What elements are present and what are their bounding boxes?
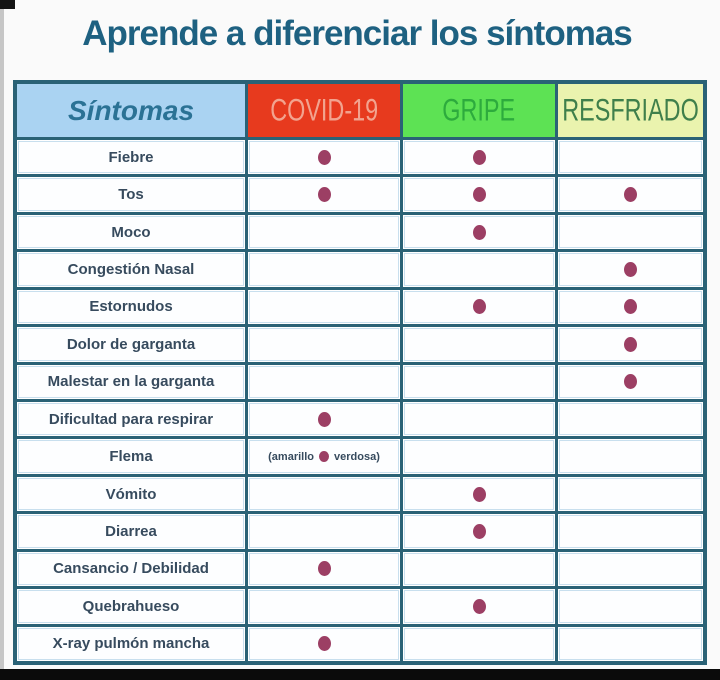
- symptom-cell-gripe: [403, 439, 555, 474]
- symptom-cell-resfriado: [558, 439, 703, 474]
- phlegm-color-note: (amarillo verdosa): [268, 451, 380, 463]
- row-label: Diarrea: [17, 514, 245, 549]
- symptom-cell-gripe: [403, 177, 555, 212]
- symptom-cell-resfriado: [558, 514, 703, 549]
- header-cell-resfriado: RESFRIADO: [558, 84, 703, 137]
- symptom-cell-covid: [248, 289, 400, 325]
- bottom-bar: [0, 669, 720, 680]
- symptom-cell-gripe: [403, 289, 555, 325]
- symptom-cell-gripe: [403, 589, 555, 624]
- symptom-cell-covid: [248, 401, 400, 437]
- symptom-cell-gripe: [403, 401, 555, 437]
- symptom-cell-covid: [248, 327, 400, 362]
- row-label: Dolor de garganta: [17, 327, 245, 362]
- symptom-cell-resfriado: [558, 252, 703, 287]
- symptom-dot: [317, 149, 331, 165]
- header-label: GRIPE: [442, 92, 516, 128]
- symptom-cell-gripe: [403, 252, 555, 287]
- symptom-dot: [624, 261, 637, 277]
- symptom-dot: [624, 187, 637, 203]
- symptom-cell-resfriado: [558, 364, 703, 399]
- symptom-cell-covid: [248, 514, 400, 549]
- symptom-cell-covid: [248, 626, 400, 661]
- symptom-dot: [317, 187, 331, 203]
- note-text-before: (amarillo: [268, 450, 314, 463]
- symptom-cell-gripe: [403, 626, 555, 661]
- symptom-cell-covid: [248, 551, 400, 587]
- symptoms-table: Síntomas COVID-19 GRIPE RESFRIADO Fiebre Tos M…: [13, 80, 707, 665]
- row-label: Flema: [17, 439, 245, 474]
- header-label: RESFRIADO: [562, 92, 699, 128]
- symptom-dot: [472, 598, 486, 614]
- symptom-cell-covid: [248, 252, 400, 287]
- row-label: Quebrahueso: [17, 589, 245, 624]
- row-label: Vómito: [17, 476, 245, 512]
- row-label: Dificultad para respirar: [17, 401, 245, 437]
- symptom-cell-gripe: [403, 364, 555, 399]
- symptom-cell-covid: [248, 140, 400, 175]
- symptom-cell-covid: (amarillo verdosa): [248, 439, 400, 474]
- header-cell-covid: COVID-19: [248, 84, 400, 137]
- row-label: X-ray pulmón mancha: [17, 626, 245, 661]
- symptom-cell-gripe: [403, 327, 555, 362]
- row-label: Cansancio / Debilidad: [17, 551, 245, 587]
- symptom-dot: [624, 374, 637, 390]
- symptom-cell-gripe: [403, 214, 555, 250]
- symptom-dot: [317, 411, 331, 427]
- symptom-dot: [472, 187, 486, 203]
- header-label: COVID-19: [270, 92, 378, 128]
- symptom-cell-resfriado: [558, 626, 703, 661]
- symptom-cell-resfriado: [558, 140, 703, 175]
- symptom-cell-resfriado: [558, 214, 703, 250]
- corner-artifact: [0, 0, 15, 9]
- symptom-cell-resfriado: [558, 551, 703, 587]
- header-label: Síntomas: [67, 94, 195, 126]
- symptom-cell-gripe: [403, 551, 555, 587]
- row-label: Congestión Nasal: [17, 252, 245, 287]
- symptom-dot: [319, 451, 329, 463]
- symptom-cell-covid: [248, 589, 400, 624]
- symptom-dot: [317, 561, 331, 577]
- symptom-dot: [624, 336, 637, 352]
- symptom-dot: [472, 523, 486, 539]
- symptom-cell-resfriado: [558, 289, 703, 325]
- symptom-cell-resfriado: [558, 401, 703, 437]
- symptom-cell-covid: [248, 177, 400, 212]
- symptom-cell-resfriado: [558, 476, 703, 512]
- header-cell-gripe: GRIPE: [403, 84, 555, 137]
- symptom-cell-covid: [248, 476, 400, 512]
- row-label: Malestar en la garganta: [17, 364, 245, 399]
- symptom-cell-covid: [248, 364, 400, 399]
- row-label: Moco: [17, 214, 245, 250]
- symptom-dot: [472, 486, 486, 502]
- symptom-dot: [472, 299, 486, 315]
- symptom-cell-gripe: [403, 140, 555, 175]
- symptom-dot: [317, 636, 331, 652]
- row-label: Tos: [17, 177, 245, 212]
- note-text-after: verdosa): [334, 450, 380, 463]
- symptom-dot: [472, 224, 486, 240]
- symptom-dot: [472, 149, 486, 165]
- symptom-cell-resfriado: [558, 327, 703, 362]
- symptom-cell-gripe: [403, 476, 555, 512]
- symptom-cell-resfriado: [558, 589, 703, 624]
- symptom-cell-covid: [248, 214, 400, 250]
- header-cell-sintomas: Síntomas: [17, 84, 245, 137]
- symptom-dot: [624, 299, 637, 315]
- row-label: Estornudos: [17, 289, 245, 325]
- left-edge-line: [0, 0, 4, 680]
- row-label: Fiebre: [17, 140, 245, 175]
- symptom-cell-gripe: [403, 514, 555, 549]
- page-title: Aprende a diferenciar los síntomas: [82, 14, 633, 53]
- symptom-cell-resfriado: [558, 177, 703, 212]
